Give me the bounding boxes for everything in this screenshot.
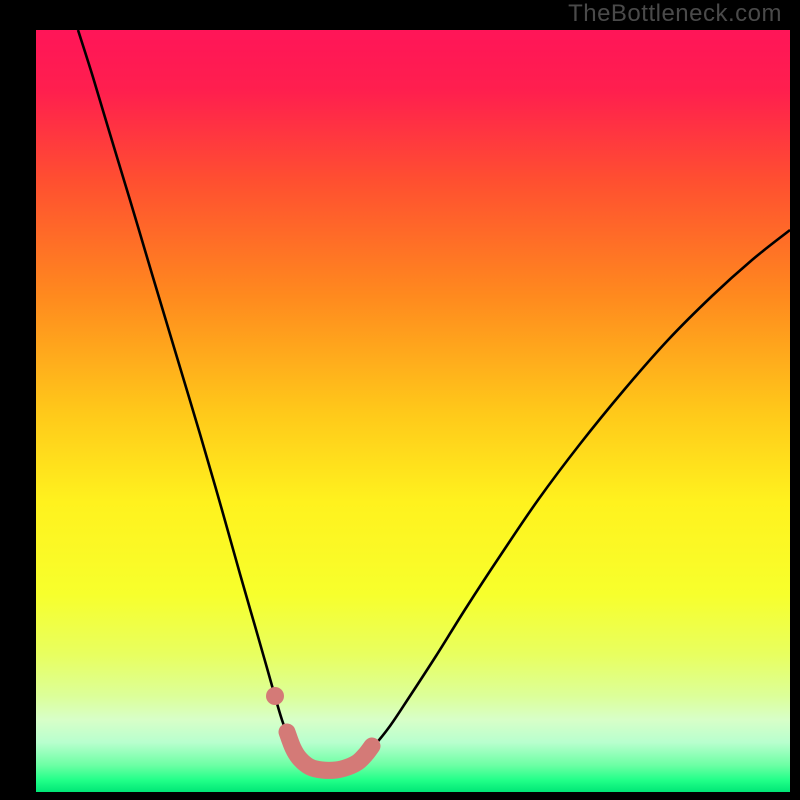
highlight-dot [266,687,284,705]
chart-svg [36,30,790,792]
watermark-text: TheBottleneck.com [568,0,782,28]
chart-container: TheBottleneck.com [0,0,800,800]
curve-right-branch [332,230,790,770]
highlight-segment [287,732,372,770]
plot-area [36,30,790,792]
curve-left-branch [78,30,332,770]
